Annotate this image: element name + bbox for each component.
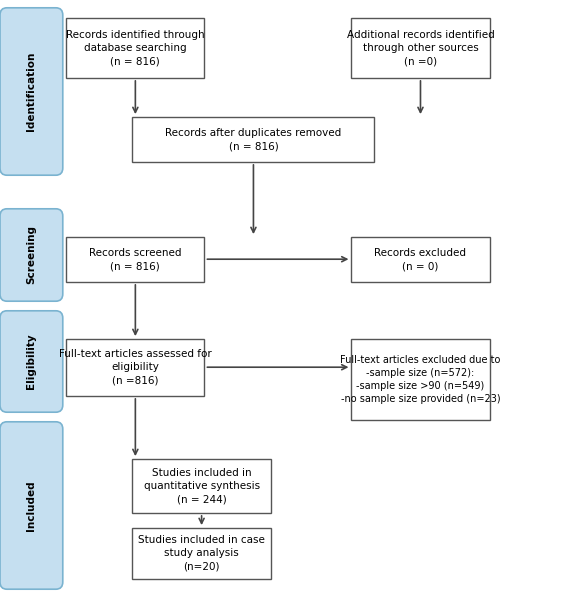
- Text: Included: Included: [26, 480, 36, 531]
- FancyBboxPatch shape: [0, 422, 63, 589]
- Text: Records screened
(n = 816): Records screened (n = 816): [89, 248, 181, 271]
- FancyBboxPatch shape: [66, 339, 204, 396]
- FancyBboxPatch shape: [0, 311, 63, 412]
- FancyBboxPatch shape: [66, 237, 204, 282]
- FancyBboxPatch shape: [66, 18, 204, 78]
- FancyBboxPatch shape: [0, 8, 63, 175]
- Text: Additional records identified
through other sources
(n =0): Additional records identified through ot…: [347, 30, 494, 66]
- FancyBboxPatch shape: [132, 459, 271, 513]
- FancyBboxPatch shape: [351, 18, 490, 78]
- Text: Identification: Identification: [26, 52, 36, 131]
- Text: Studies included in case
study analysis
(n=20): Studies included in case study analysis …: [138, 535, 265, 572]
- FancyBboxPatch shape: [351, 237, 490, 282]
- Text: Full-text articles assessed for
eligibility
(n =816): Full-text articles assessed for eligibil…: [59, 349, 212, 386]
- Text: Full-text articles excluded due to
-sample size (n=572):
-sample size >90 (n=549: Full-text articles excluded due to -samp…: [340, 355, 501, 404]
- FancyBboxPatch shape: [132, 528, 271, 579]
- Text: Studies included in
quantitative synthesis
(n = 244): Studies included in quantitative synthes…: [143, 468, 260, 504]
- FancyBboxPatch shape: [351, 339, 490, 420]
- FancyBboxPatch shape: [0, 209, 63, 301]
- Text: Records identified through
database searching
(n = 816): Records identified through database sear…: [66, 30, 204, 66]
- Text: Eligibility: Eligibility: [26, 334, 36, 389]
- Text: Screening: Screening: [26, 226, 36, 284]
- FancyBboxPatch shape: [132, 117, 374, 162]
- Text: Records excluded
(n = 0): Records excluded (n = 0): [374, 248, 467, 271]
- Text: Records after duplicates removed
(n = 816): Records after duplicates removed (n = 81…: [165, 128, 342, 151]
